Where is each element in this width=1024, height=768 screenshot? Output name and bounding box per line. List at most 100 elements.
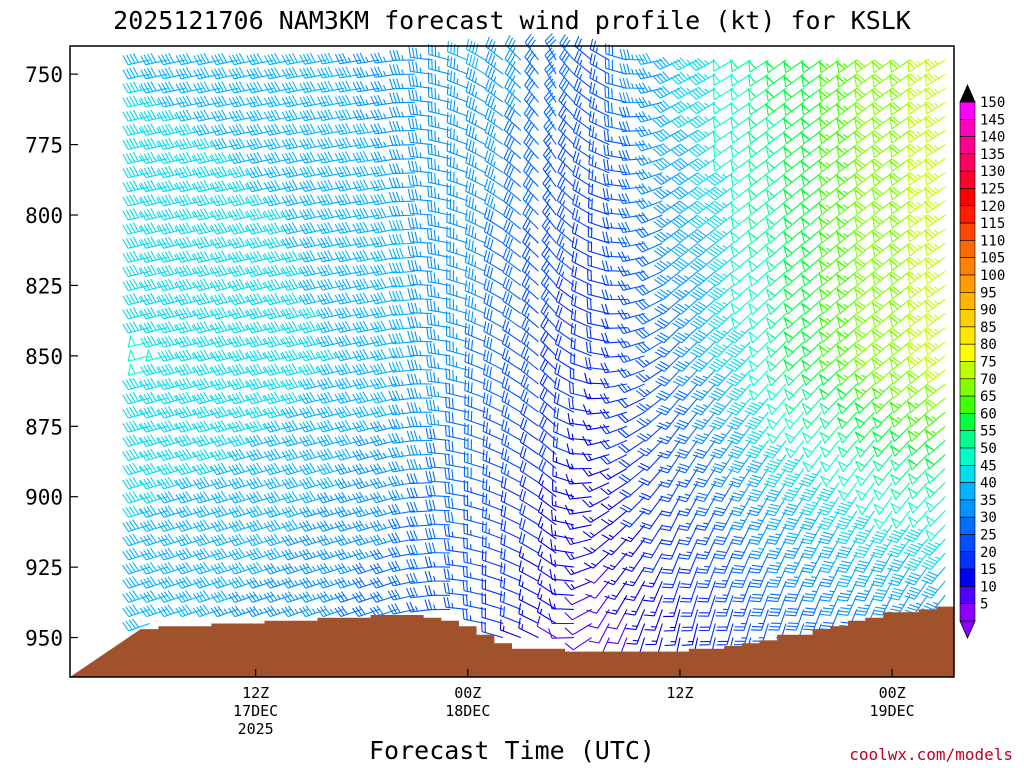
wind-barb: [157, 462, 186, 476]
wind-barb: [317, 123, 345, 136]
wind-barb: [725, 355, 752, 372]
wind-barb: [746, 482, 769, 502]
wind-barb: [906, 270, 928, 285]
wind-barb: [465, 95, 486, 117]
colorbar-label: 50: [980, 441, 997, 457]
wind-barb: [634, 255, 663, 267]
wind-barb: [688, 115, 716, 129]
wind-barb: [175, 109, 203, 122]
wind-barb: [483, 335, 504, 357]
wind-barb: [157, 363, 186, 376]
wind-barb: [663, 609, 681, 632]
wind-barb: [907, 454, 928, 471]
colorbar-label: 35: [980, 493, 997, 509]
wind-barb: [744, 397, 769, 416]
wind-barb: [836, 313, 858, 329]
wind-barb: [502, 248, 522, 272]
wind-barb: [369, 420, 398, 433]
wind-barb: [906, 73, 928, 87]
wind-barb: [463, 537, 486, 554]
wind-barb: [334, 66, 362, 79]
wind-barb: [157, 278, 186, 292]
wind-barb: [299, 391, 327, 405]
wind-barb: [317, 222, 345, 235]
wind-barb: [889, 369, 911, 385]
wind-barb: [836, 411, 858, 429]
wind-barb: [481, 578, 504, 596]
wind-barb: [317, 320, 345, 334]
colorbar-swatch: [959, 482, 976, 501]
wind-barb: [299, 306, 327, 320]
wind-barb: [175, 321, 203, 334]
wind-barb: [748, 327, 769, 344]
wind-barb: [443, 568, 468, 582]
wind-barb: [624, 595, 646, 616]
wind-barb: [672, 341, 698, 358]
wind-barb: [748, 341, 769, 358]
wind-barb: [140, 137, 168, 150]
wind-barb: [210, 137, 239, 150]
wind-barb: [503, 162, 522, 188]
wind-barb: [537, 516, 557, 540]
wind-barb: [122, 490, 150, 504]
wind-barb: [696, 566, 716, 589]
wind-barb: [748, 214, 769, 230]
wind-barb: [765, 144, 787, 159]
wind-barb: [281, 321, 309, 334]
wind-barb: [446, 112, 468, 132]
wind-barb: [681, 609, 699, 632]
wind-barb: [334, 165, 362, 178]
wind-barb: [670, 172, 698, 186]
wind-barb: [406, 402, 433, 413]
wind-barb: [784, 440, 805, 459]
wind-barb: [889, 186, 911, 201]
wind-barb: [715, 595, 734, 617]
wind-barb: [906, 58, 928, 73]
wind-barb: [689, 228, 716, 244]
wind-barb: [733, 623, 752, 646]
wind-barb: [122, 307, 150, 320]
wind-barb: [316, 605, 345, 618]
wind-barb: [210, 476, 239, 490]
wind-barb: [748, 383, 769, 401]
wind-barb: [406, 416, 433, 428]
wind-barb: [139, 505, 168, 518]
wind-barb: [499, 576, 522, 596]
wind-barb: [924, 341, 946, 356]
wind-barb: [871, 214, 893, 229]
wind-barb: [370, 264, 398, 277]
wind-barb: [316, 335, 345, 348]
wind-barb: [672, 355, 698, 372]
wind-barb: [748, 369, 769, 387]
wind-barb: [407, 203, 433, 216]
wind-barb: [781, 468, 805, 488]
wind-barb: [924, 58, 946, 72]
wind-barb: [836, 172, 858, 187]
wind-barb: [157, 434, 186, 447]
wind-barb: [316, 391, 345, 404]
wind-barb: [157, 236, 186, 249]
y-tick-label: 850: [25, 345, 63, 369]
wind-barb: [334, 52, 362, 65]
wind-barb: [263, 562, 292, 575]
wind-barb: [299, 250, 327, 263]
wind-barb: [906, 129, 928, 144]
wind-barb: [228, 278, 256, 292]
wind-barb: [924, 425, 946, 442]
wind-barb: [246, 335, 274, 348]
wind-barb: [408, 75, 433, 89]
wind-barb: [906, 284, 928, 299]
wind-barb: [566, 443, 592, 456]
colorbar-label: 115: [980, 216, 1005, 232]
wind-barb: [924, 468, 946, 485]
wind-barb: [228, 377, 256, 391]
wind-barb: [835, 552, 858, 573]
wind-barb: [716, 609, 734, 631]
wind-barb: [352, 419, 380, 433]
wind-barb: [544, 33, 557, 61]
wind-barb: [556, 219, 575, 244]
wind-barb: [583, 552, 610, 569]
wind-barb: [537, 587, 557, 610]
wind-barb: [407, 330, 433, 343]
wind-barb: [601, 289, 627, 301]
